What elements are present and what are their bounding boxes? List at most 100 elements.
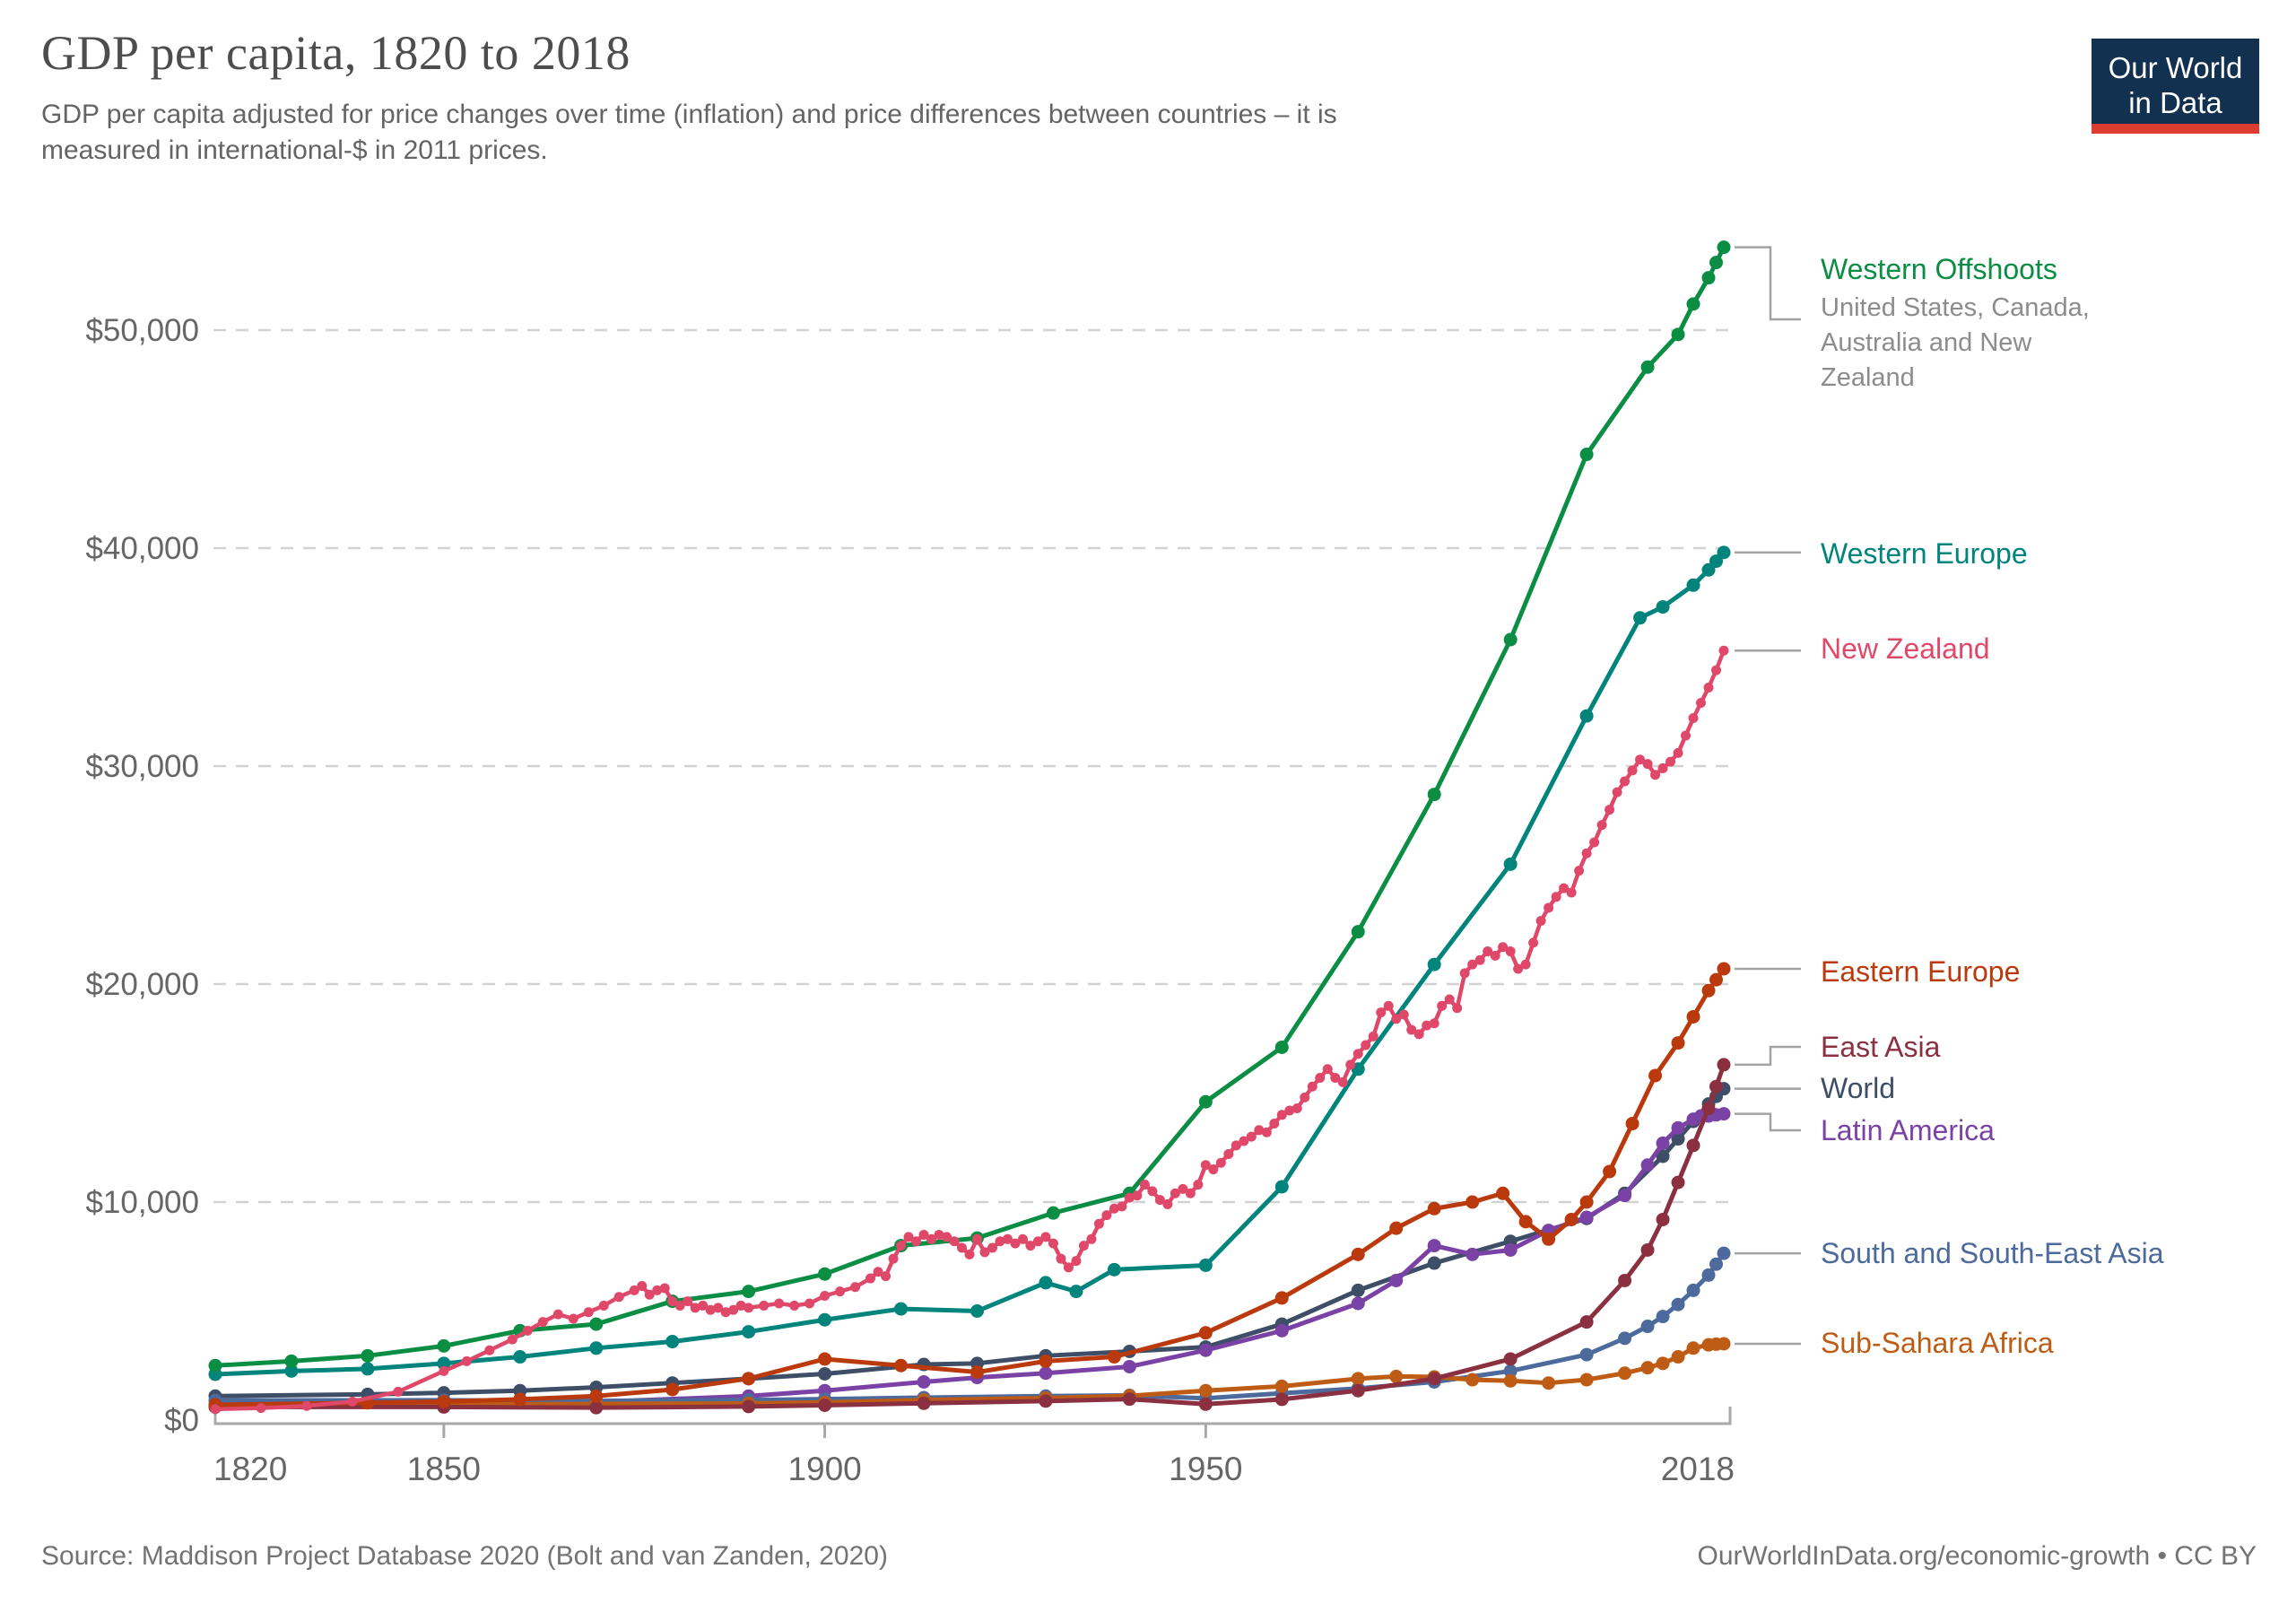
series-point-latin-america [1351,1296,1365,1311]
series-point-new-zealand [613,1292,624,1303]
series-point-new-zealand [1474,954,1485,965]
series-point-new-zealand [583,1307,594,1318]
series-point-new-zealand [537,1317,548,1328]
series-point-new-zealand [720,1307,731,1318]
series-point-new-zealand [1071,1256,1082,1267]
series-point-sub-sahara-africa [1389,1369,1404,1383]
series-point-new-zealand [1154,1195,1165,1206]
series-point-latin-america [1671,1120,1685,1135]
series-point-south-se-asia [1717,1246,1731,1260]
series-point-new-zealand [1261,1127,1272,1137]
series-point-new-zealand [1665,756,1676,767]
series-point-new-zealand [1284,1105,1295,1116]
y-axis-tick-label: $0 [164,1403,199,1438]
series-point-new-zealand [629,1285,639,1295]
y-axis-tick-label: $20,000 [85,967,199,1002]
series-point-new-zealand [1147,1186,1158,1197]
series-point-new-zealand [439,1365,449,1376]
series-point-new-zealand [1490,950,1500,961]
series-point-western-europe [970,1304,984,1318]
series-point-western-europe [1039,1276,1053,1290]
series-point-new-zealand [1437,1000,1448,1011]
series-point-new-zealand [995,1236,1005,1247]
series-point-east-asia [1427,1372,1441,1386]
series-point-latin-america [1656,1136,1670,1150]
series-point-sub-sahara-africa [1274,1379,1289,1393]
series-point-new-zealand [1239,1136,1249,1146]
series-point-east-asia [742,1399,756,1414]
series-point-south-se-asia [1686,1283,1700,1297]
series-point-western-offshoots [1709,256,1724,270]
owid-logo: Our World in Data [2092,39,2259,134]
series-point-new-zealand [1566,887,1577,898]
series-point-new-zealand [971,1233,982,1244]
series-point-new-zealand [652,1285,663,1295]
series-point-new-zealand [683,1296,693,1307]
series-point-world [1671,1132,1685,1146]
series-point-eastern-europe [1274,1291,1289,1305]
series-point-new-zealand [1276,1110,1287,1120]
series-point-new-zealand [1559,883,1570,893]
series-point-eastern-europe [513,1392,527,1407]
series-point-new-zealand [1337,1076,1348,1087]
series-point-new-zealand [1017,1233,1028,1244]
series-point-new-zealand [1505,946,1516,957]
legend-label-south-se-asia: South and South-East Asia [1821,1237,2164,1269]
series-point-new-zealand [1703,683,1714,693]
series-point-east-asia [1686,1138,1700,1153]
series-point-east-asia [1351,1383,1365,1398]
series-point-new-zealand [347,1396,358,1407]
series-point-western-europe [742,1325,756,1339]
series-point-sub-sahara-africa [1656,1356,1670,1371]
series-point-new-zealand [1612,787,1622,797]
x-axis-tick-label: 1900 [787,1451,861,1487]
page-title: GDP per capita, 1820 to 2018 [41,26,631,80]
series-point-western-offshoots [1503,632,1518,647]
series-point-new-zealand [1231,1140,1241,1151]
series-point-new-zealand [903,1232,914,1242]
series-point-western-europe [1069,1285,1083,1299]
series-point-new-zealand [735,1300,746,1311]
series-point-latin-america [1503,1242,1518,1257]
series-point-eastern-europe [589,1389,604,1403]
series-point-east-asia [1640,1242,1655,1257]
series-point-new-zealand [1413,1029,1424,1040]
series-point-new-zealand [1315,1072,1326,1083]
series-point-western-europe [1503,857,1518,871]
series-point-new-zealand [1574,866,1585,876]
series-point-eastern-europe [1625,1117,1639,1131]
series-point-new-zealand [1383,1000,1394,1011]
y-axis-tick-label: $40,000 [85,531,199,566]
series-point-east-asia [1198,1397,1213,1411]
series-point-sub-sahara-africa [1686,1341,1700,1355]
series-point-new-zealand [522,1325,533,1336]
series-point-western-offshoots [1717,240,1731,255]
series-point-eastern-europe [970,1365,984,1380]
series-point-new-zealand [1627,765,1638,776]
series-point-new-zealand [865,1273,876,1284]
series-point-new-zealand [1596,820,1607,831]
series-point-new-zealand [964,1249,975,1259]
series-point-new-zealand [918,1229,929,1240]
series-point-western-offshoots [1579,448,1594,462]
series-point-latin-america [1389,1273,1404,1287]
series-point-new-zealand [888,1253,899,1264]
series-point-new-zealand [1459,968,1470,979]
series-point-new-zealand [1620,776,1631,787]
series-point-new-zealand [1078,1241,1089,1251]
series-point-new-zealand [1170,1188,1180,1198]
chart-subtitle-line-2: measured in international-$ in 2011 pric… [41,135,548,165]
series-point-western-offshoots [1640,360,1655,374]
series-point-new-zealand [1681,730,1692,741]
series-point-new-zealand [1528,937,1539,948]
series-point-new-zealand [1101,1210,1112,1221]
series-point-east-asia [818,1398,832,1412]
series-point-eastern-europe [1717,962,1731,976]
series-point-new-zealand [713,1303,724,1313]
series-point-new-zealand [1193,1180,1204,1190]
series-point-east-asia [1701,1102,1716,1116]
series-point-new-zealand [1048,1238,1058,1249]
series-point-western-offshoots [1198,1094,1213,1109]
series-point-eastern-europe [1701,983,1716,998]
series-point-new-zealand [1422,1020,1432,1031]
